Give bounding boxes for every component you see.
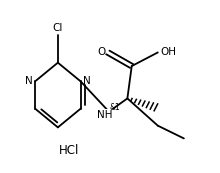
- Text: O: O: [97, 47, 105, 57]
- Text: N: N: [83, 76, 91, 86]
- Text: OH: OH: [160, 47, 176, 57]
- Text: HCl: HCl: [59, 144, 79, 157]
- Text: NH: NH: [97, 110, 112, 120]
- Text: Cl: Cl: [53, 23, 63, 33]
- Text: &1: &1: [109, 103, 120, 112]
- Text: N: N: [25, 76, 33, 86]
